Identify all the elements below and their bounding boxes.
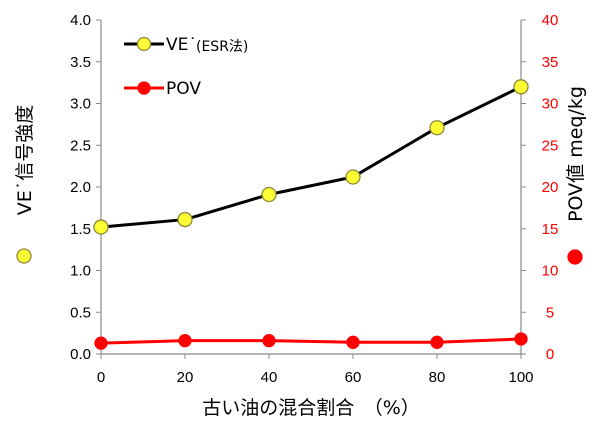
right-tick-label: 15 (542, 221, 559, 238)
x-axis-title: 古い油の混合割合 （%） (202, 397, 420, 419)
right-tick-label: 0 (546, 346, 554, 363)
left-tick-label: 2.0 (70, 179, 91, 196)
right-tick-label: 40 (542, 12, 559, 29)
x-tick-label: 20 (177, 369, 194, 386)
legend: VE˙ (ESR法) POV (124, 35, 248, 99)
series-layer (93, 79, 529, 350)
legend-marker-ve (136, 36, 152, 52)
ticks-layer: 0.0 0.5 1.0 1.5 2.0 2.5 3.0 3.5 4.0 0 5 10 15 20 25 30 3… (70, 12, 558, 386)
data-point-ve (261, 186, 277, 203)
data-point-pov (430, 335, 444, 349)
left-tick-label: 4.0 (70, 12, 91, 29)
left-tick-label: 1.5 (70, 221, 91, 238)
left-axis-title: VE˙信号強度 (14, 105, 36, 216)
data-point-ve (429, 120, 445, 136)
right-tick-label: 10 (542, 263, 559, 280)
data-point-ve (177, 211, 193, 228)
x-tick-label: 40 (261, 369, 278, 386)
right-tick-label: 30 (542, 96, 559, 113)
right-axis-title-marker (567, 249, 583, 265)
left-tick-label: 2.5 (70, 137, 91, 154)
right-tick-label: 20 (542, 179, 559, 196)
data-point-ve (93, 219, 109, 235)
left-tick-label: 1.0 (70, 263, 91, 280)
data-point-ve (513, 79, 529, 95)
legend-marker-pov (137, 81, 151, 95)
axis-titles: 古い油の混合割合 （%） VE˙信号強度 POV値 meq/kg (14, 86, 587, 419)
right-axis-title: POV値 meq/kg (565, 86, 587, 222)
legend-label-ve: VE˙ (166, 35, 197, 55)
x-tick-label: 100 (508, 369, 533, 386)
left-tick-label: 0.0 (70, 346, 91, 363)
legend-label-ve-method: (ESR法) (196, 39, 248, 55)
x-tick-label: 80 (429, 369, 446, 386)
series-line-ve (100, 85, 522, 229)
left-tick-label: 0.5 (70, 304, 91, 321)
data-point-pov (346, 335, 360, 349)
data-point-ve (345, 169, 361, 185)
data-point-pov (94, 336, 108, 350)
left-tick-label: 3.0 (70, 96, 91, 113)
x-tick-label: 60 (345, 369, 362, 386)
x-tick-label: 0 (97, 369, 105, 386)
data-point-pov (514, 332, 528, 346)
left-tick-label: 3.5 (70, 54, 91, 71)
right-tick-label: 5 (546, 304, 554, 321)
right-tick-label: 35 (542, 54, 559, 71)
data-point-pov (262, 333, 276, 348)
series-line-pov (100, 337, 522, 345)
data-point-pov (178, 333, 192, 348)
left-axis-title-marker (16, 248, 32, 264)
legend-label-pov: POV (166, 79, 201, 99)
right-tick-label: 25 (542, 137, 559, 154)
